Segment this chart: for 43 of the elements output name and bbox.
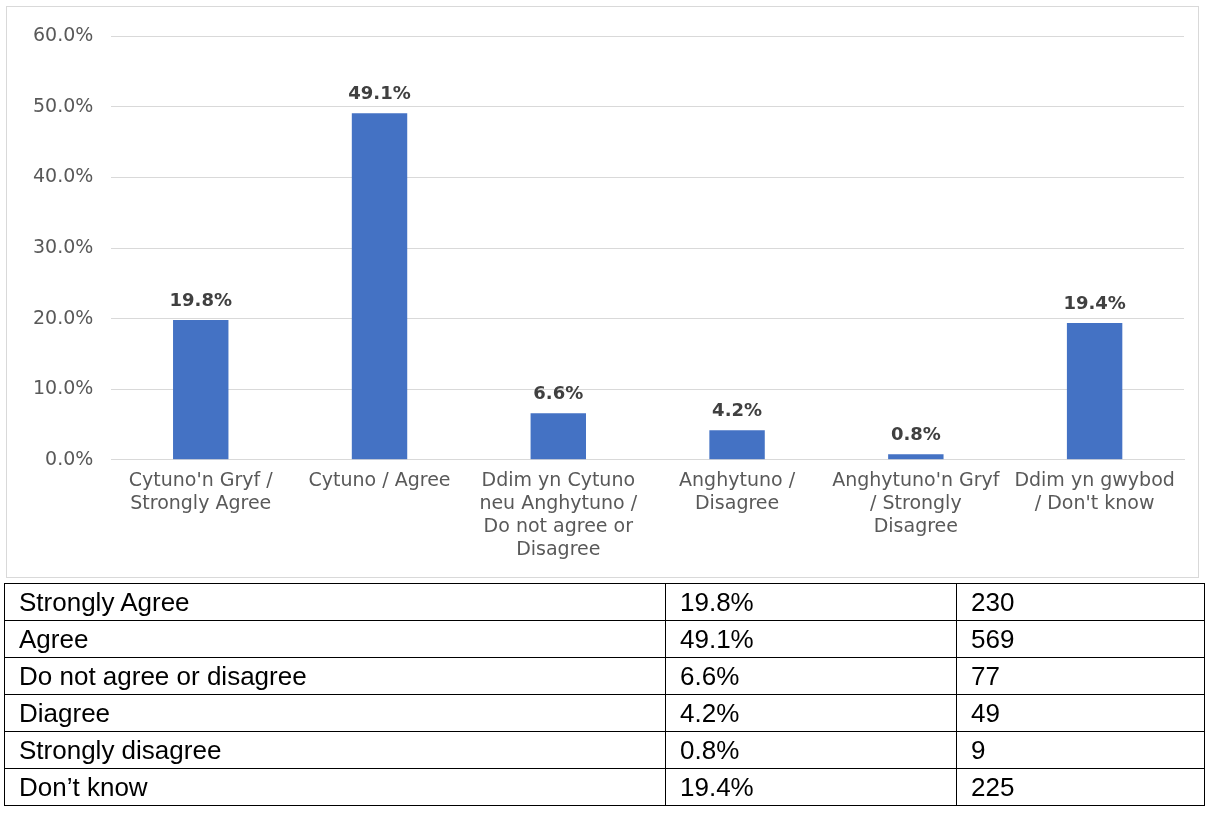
text: Agree — [4, 620, 666, 658]
text: Strongly Agree — [4, 583, 666, 621]
y-tick-label: 30.0% — [33, 235, 94, 258]
x-tick-label: Anghytuno / Disagree — [679, 468, 796, 513]
y-tick-label: 50.0% — [33, 93, 94, 116]
x-tick-label: Ddim yn Cytuno neu Anghytuno / Do not agree or Disagree — [479, 468, 638, 559]
text: 0.8% — [665, 731, 957, 769]
text: Don’t know — [4, 768, 666, 806]
text: 49.1% — [665, 620, 957, 658]
text: 19.4% — [665, 768, 957, 806]
data-label: 49.1% — [348, 81, 411, 103]
x-tick-label: Cytuno / Agree — [308, 468, 451, 491]
bar — [530, 413, 586, 460]
y-tick-label: 40.0% — [33, 164, 94, 187]
text: 6.6% — [665, 657, 957, 695]
data-label: 19.8% — [169, 288, 232, 310]
bar — [709, 430, 765, 460]
text: 49 — [956, 694, 1205, 732]
data-label: 19.4% — [1063, 291, 1126, 313]
text: 9 — [956, 731, 1205, 769]
x-tick-label: Cytuno'n Gryf / Strongly Agree — [128, 468, 274, 513]
y-tick-label: 20.0% — [33, 305, 94, 328]
x-tick-label: Anghytuno'n Gryf / Strongly Disagree — [832, 468, 1001, 536]
bar — [173, 320, 229, 460]
data-label: 4.2% — [712, 398, 763, 420]
text: Diagree — [4, 694, 666, 732]
text: 77 — [956, 657, 1205, 695]
bar — [888, 454, 944, 460]
text: Strongly disagree — [4, 731, 666, 769]
x-tick-label: Ddim yn gwybod / Don't know — [1014, 468, 1175, 513]
y-tick-label: 60.0% — [33, 23, 94, 46]
text: 225 — [956, 768, 1205, 806]
text: 230 — [956, 583, 1205, 621]
text: 569 — [956, 620, 1205, 658]
bar — [1066, 322, 1123, 460]
text: 4.2% — [665, 694, 957, 732]
data-label: 0.8% — [890, 422, 941, 444]
y-tick-label: 10.0% — [33, 376, 94, 399]
text: 19.8% — [665, 583, 957, 621]
bar — [351, 113, 408, 460]
data-label: 6.6% — [533, 381, 584, 403]
y-tick-label: 0.0% — [45, 446, 94, 469]
text: Do not agree or disagree — [4, 657, 666, 695]
